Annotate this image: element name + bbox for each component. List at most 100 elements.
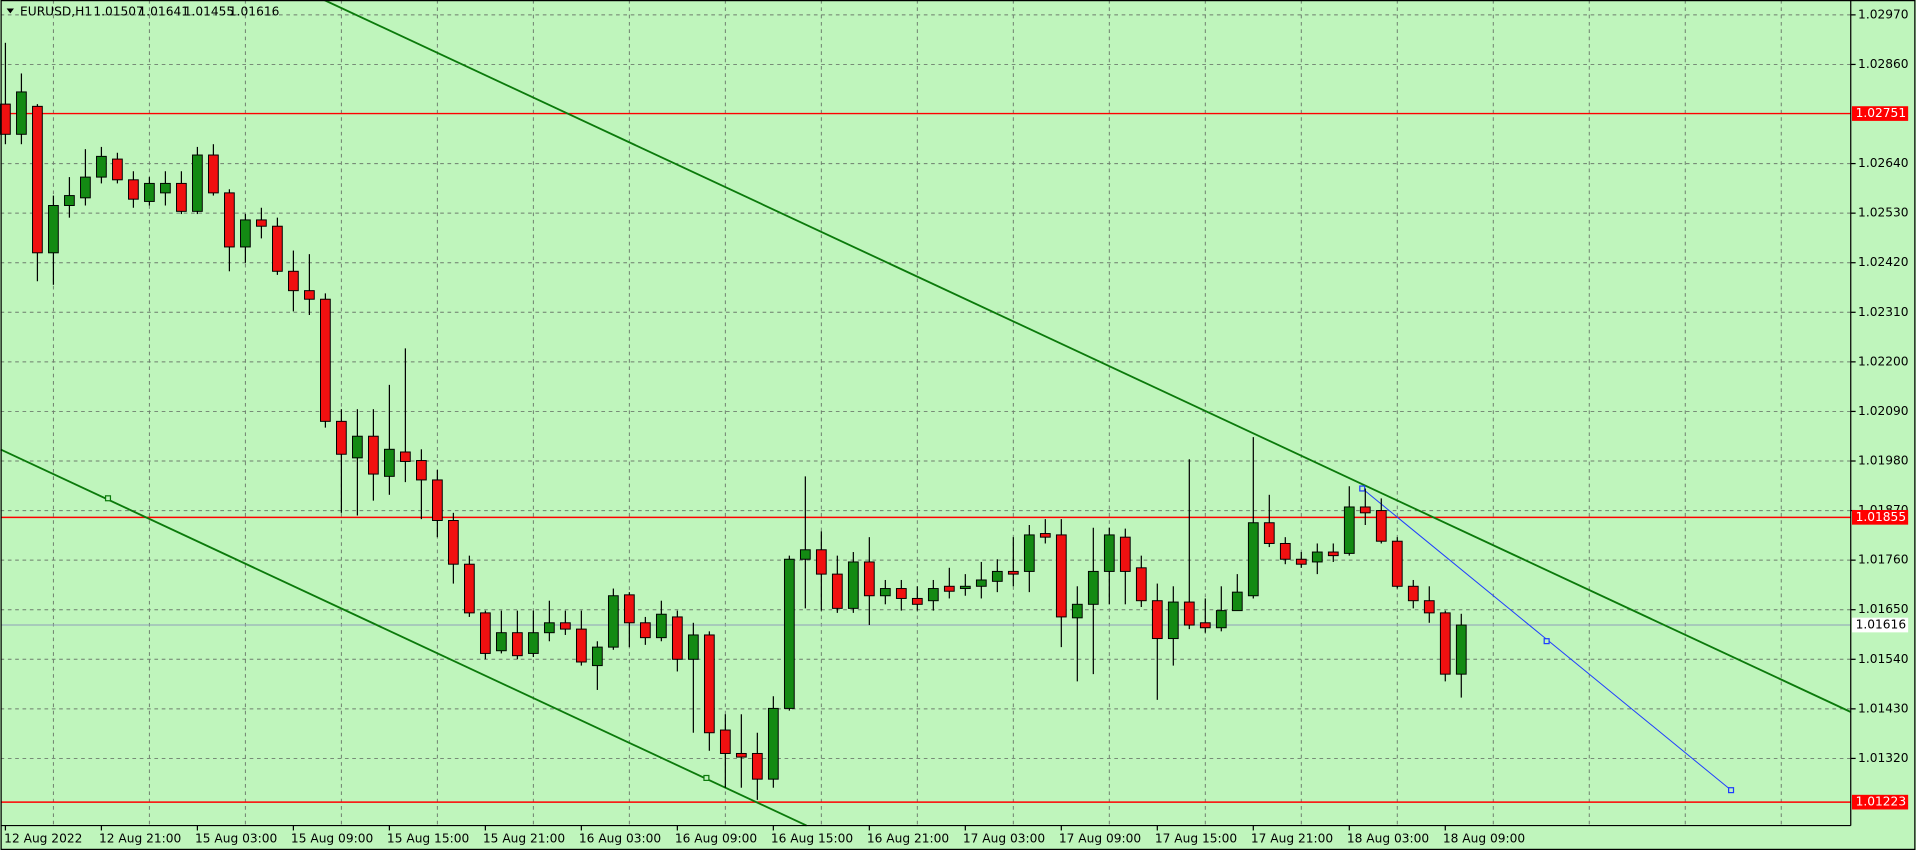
candle-body [112, 158, 123, 181]
high-value: 1.01641 [139, 5, 189, 19]
candle-body [879, 588, 891, 597]
trend-anchor [1543, 638, 1550, 645]
trend-anchor [1359, 485, 1366, 492]
y-tick-label: 1.02200 [1858, 354, 1908, 368]
candle-body [1135, 567, 1147, 602]
close-value: 1.01616 [229, 5, 279, 19]
candle-body [336, 420, 347, 455]
candle-body [591, 646, 603, 667]
x-tick-label: 17 Aug 15:00 [1155, 832, 1237, 846]
y-tick-label: 1.02420 [1858, 255, 1908, 269]
candle-body [927, 588, 939, 602]
trend-line [0, 448, 807, 827]
candle-body [32, 105, 43, 254]
candle-body [943, 585, 955, 592]
candle-body [272, 225, 283, 272]
level-label: 1.01855 [1856, 510, 1906, 524]
candle-body [1439, 612, 1451, 675]
candle-body [1279, 542, 1291, 560]
candle-body [160, 182, 171, 194]
candle-body [400, 451, 411, 462]
trend-anchor [104, 495, 112, 502]
candle-body [352, 435, 363, 459]
trend-anchor [1728, 787, 1735, 794]
low-value: 1.01455 [184, 5, 234, 19]
y-tick-label: 1.01430 [1858, 701, 1908, 715]
candle-body [799, 549, 811, 560]
candle-body [288, 270, 299, 292]
candle-body [0, 103, 11, 135]
candle-body [1023, 534, 1035, 572]
candle-body [687, 634, 699, 660]
candle-body [703, 634, 715, 734]
candle-body [543, 622, 555, 634]
candle-body [959, 585, 971, 590]
candle-body [80, 176, 91, 199]
x-tick-label: 18 Aug 09:00 [1443, 832, 1525, 846]
open-value: 1.01507 [93, 5, 143, 19]
candle-body [751, 752, 763, 780]
candle-body [1359, 506, 1371, 514]
candle-body [1215, 610, 1227, 629]
y-tick-label: 1.02860 [1858, 57, 1908, 71]
candle-body [144, 182, 155, 202]
y-tick-label: 1.01320 [1858, 751, 1908, 765]
candle-body [1103, 534, 1115, 572]
candle-body [208, 154, 219, 194]
candle-body [1167, 601, 1179, 640]
candle-body [463, 563, 475, 614]
candle-body [384, 448, 395, 477]
candle-body [511, 632, 523, 657]
candle-body [304, 290, 315, 300]
candle-body [1423, 600, 1435, 614]
x-tick-label: 16 Aug 21:00 [867, 832, 949, 846]
x-tick-label: 16 Aug 03:00 [579, 832, 661, 846]
candle-body [1311, 551, 1323, 563]
header: EURUSD,H1 1.01507 1.01641 1.01455 1.0161… [6, 5, 279, 19]
candle-body [623, 594, 635, 624]
y-tick-label: 1.02310 [1858, 305, 1908, 319]
candle-body [1039, 533, 1051, 538]
level-label: 1.02751 [1856, 106, 1906, 120]
x-tick-label: 17 Aug 03:00 [963, 832, 1045, 846]
candle-body [256, 219, 267, 227]
candle-body [48, 205, 59, 254]
x-tick-label: 17 Aug 21:00 [1251, 832, 1333, 846]
menu-icon [6, 8, 14, 14]
candle-body [368, 435, 379, 475]
x-tick-label: 15 Aug 09:00 [291, 832, 373, 846]
candle-body [16, 91, 27, 135]
candle-body [671, 616, 683, 660]
candle-body [1183, 601, 1195, 626]
candle-body [831, 573, 843, 609]
candle-body [495, 632, 507, 652]
candle-body [1343, 506, 1355, 554]
candle-body [1455, 624, 1467, 675]
y-tick-label: 1.01650 [1858, 602, 1908, 616]
level-label: 1.01223 [1856, 795, 1906, 809]
x-tick-label: 16 Aug 15:00 [771, 832, 853, 846]
y-tick-label: 1.02530 [1858, 206, 1908, 220]
x-tick-label: 18 Aug 03:00 [1347, 832, 1429, 846]
candle-body [1247, 522, 1259, 597]
candle-body [847, 561, 859, 609]
candle-body [1071, 603, 1083, 619]
candle-body [719, 729, 731, 754]
candle-body [1407, 585, 1419, 602]
candle-body [911, 597, 923, 605]
symbol: EURUSD,H1 [20, 5, 92, 19]
level-label-box [1851, 106, 1909, 121]
candle-body [432, 479, 443, 521]
candle-body [447, 520, 459, 565]
x-tick-label: 12 Aug 2022 [4, 832, 82, 846]
candle-body [559, 622, 571, 630]
candle-body [64, 195, 75, 206]
candle-body [479, 612, 491, 654]
candle-body [1119, 536, 1131, 572]
candle-body [1087, 570, 1099, 605]
candle-body [655, 613, 667, 639]
x-tick-label: 12 Aug 21:00 [99, 832, 181, 846]
